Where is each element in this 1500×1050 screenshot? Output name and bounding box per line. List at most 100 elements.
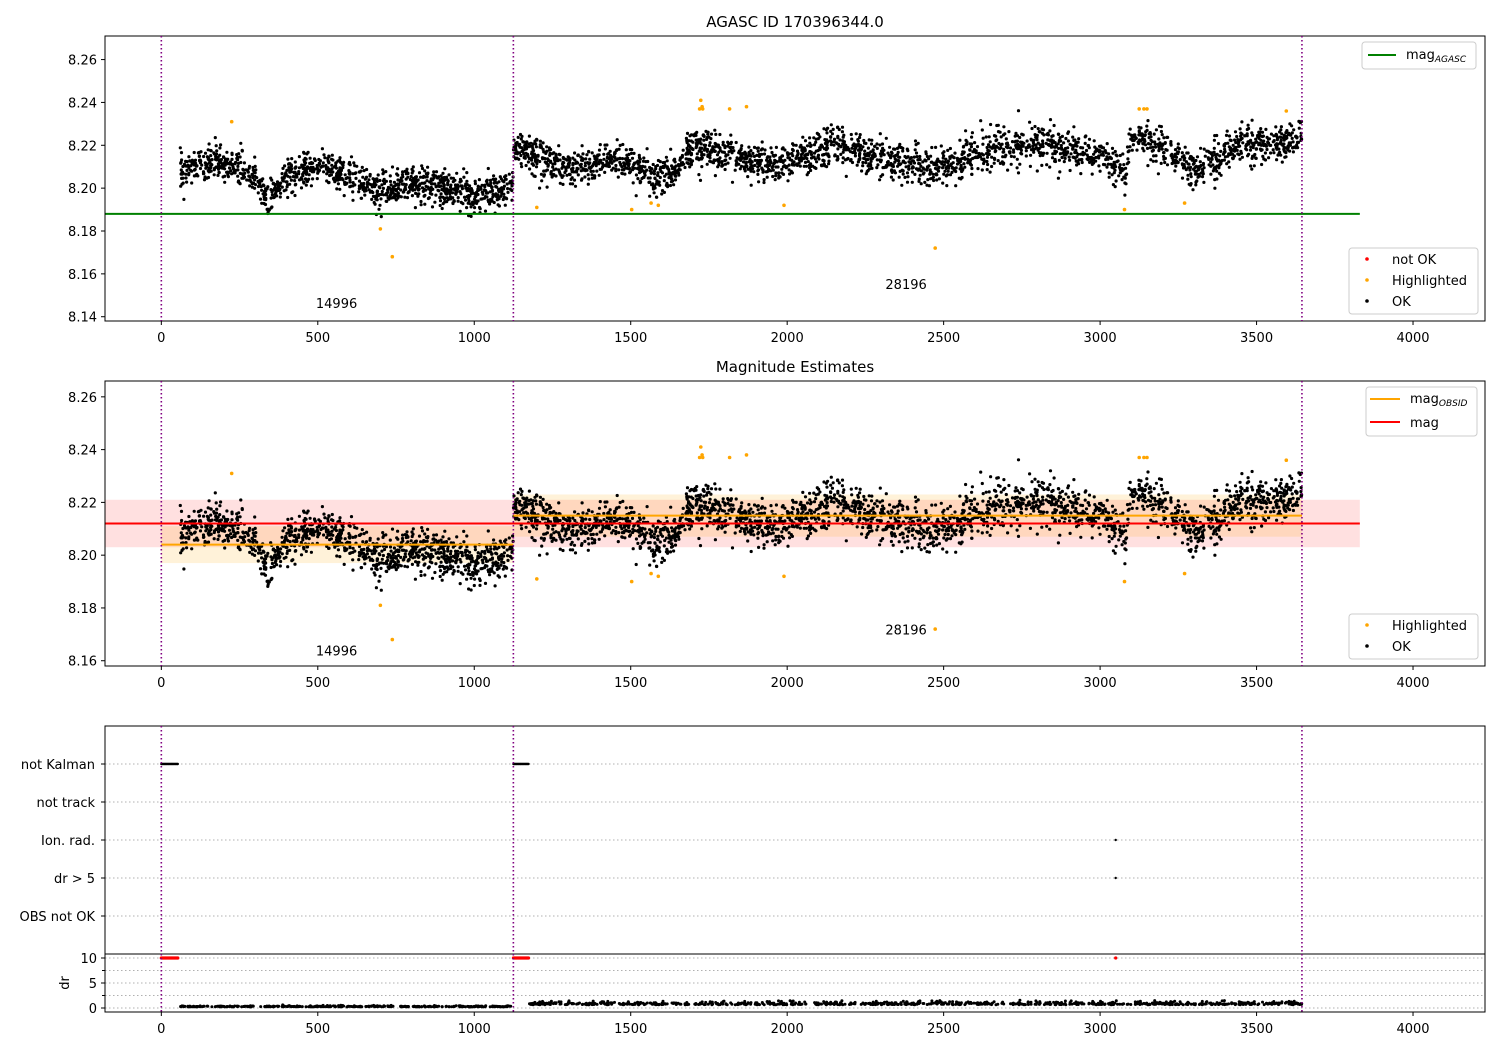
ok-data-point (284, 545, 288, 550)
ok-data-point (733, 168, 737, 172)
ok-data-point (253, 178, 257, 182)
ok-data-point (1128, 127, 1132, 131)
ok-data-point (652, 169, 657, 173)
ok-data-point (713, 158, 718, 162)
ok-data-point (293, 179, 297, 183)
ok-data-point (181, 526, 185, 531)
ok-data-point (477, 205, 482, 210)
ok-data-point (545, 145, 549, 149)
ok-data-point (466, 196, 471, 201)
ok-data-point (878, 152, 883, 156)
ok-data-point (1037, 151, 1041, 155)
ok-data-point (287, 524, 291, 528)
ok-data-point (402, 548, 406, 552)
ok-data-point (396, 173, 400, 177)
ok-data-point (402, 182, 406, 186)
ok-data-point (493, 545, 497, 549)
ok-data-point (449, 555, 453, 560)
ok-data-point (218, 165, 223, 169)
ok-data-point (264, 567, 268, 571)
x-tick-label: 1500 (614, 331, 647, 346)
ok-data-point (476, 551, 480, 555)
ok-data-point (1209, 164, 1213, 168)
ok-data-point (491, 564, 495, 568)
ok-data-point (717, 160, 721, 164)
ok-data-point (952, 156, 956, 160)
ok-data-point (911, 165, 915, 169)
ok-data-point (464, 553, 468, 557)
ok-data-point (646, 159, 650, 164)
ok-data-point (448, 564, 452, 568)
ok-data-point (243, 535, 247, 539)
ok-data-point (749, 168, 753, 172)
ok-data-point (198, 529, 203, 533)
ok-data-point (774, 145, 779, 149)
ok-data-point (1249, 164, 1253, 168)
ok-data-point (985, 145, 989, 150)
ok-data-point (360, 165, 364, 169)
ok-data-point (280, 185, 284, 189)
highlighted-data-point (1137, 107, 1141, 111)
ok-data-point (739, 154, 744, 158)
ok-data-point (750, 164, 754, 168)
ok-data-point (672, 183, 676, 187)
ok-data-point (1194, 158, 1198, 163)
ok-data-point (1198, 160, 1202, 164)
ok-data-point (934, 172, 938, 176)
ok-data-point (499, 194, 503, 198)
ok-data-point (567, 165, 571, 169)
ok-data-point (1265, 147, 1269, 152)
ok-data-point (411, 165, 415, 169)
ok-data-point (823, 138, 827, 142)
ok-data-point (1195, 155, 1200, 159)
ok-data-point (190, 169, 194, 173)
ok-data-point (1125, 145, 1130, 149)
ok-data-point (711, 145, 715, 149)
ok-data-point (258, 182, 262, 186)
ok-data-point (996, 159, 1000, 163)
ok-data-point (397, 548, 401, 553)
ok-data-point (1031, 144, 1035, 148)
ok-data-point (1141, 146, 1145, 150)
ok-data-point (184, 172, 188, 176)
ok-data-point (225, 150, 229, 154)
ok-data-point (970, 131, 975, 135)
ok-data-point (547, 146, 552, 150)
ok-data-point (386, 188, 390, 192)
ok-data-point (449, 549, 453, 554)
ok-data-point (329, 537, 333, 541)
ok-data-point (816, 148, 820, 153)
ok-data-point (386, 190, 390, 194)
ok-data-point (420, 529, 425, 533)
ok-data-point (351, 172, 355, 176)
ok-data-point (888, 145, 892, 149)
ok-data-point (483, 185, 487, 189)
ok-data-point (374, 586, 378, 590)
ok-data-point (1201, 163, 1205, 167)
ok-data-point (411, 527, 415, 531)
ok-data-point (880, 142, 885, 146)
ok-data-point (676, 163, 681, 167)
ok-data-point (1267, 156, 1271, 160)
ok-data-point (753, 163, 757, 168)
ok-data-point (743, 157, 747, 161)
ok-data-point (223, 174, 227, 178)
ok-data-point (215, 149, 219, 153)
ok-data-point (878, 132, 882, 136)
ok-data-point (867, 162, 871, 166)
ok-data-point (213, 529, 217, 533)
ok-data-point (941, 156, 945, 160)
ok-data-point (445, 200, 449, 204)
ok-data-point (439, 192, 443, 196)
ok-data-point (1090, 159, 1094, 164)
ok-data-point (179, 161, 183, 165)
ok-data-point (1212, 150, 1216, 154)
ok-data-point (629, 151, 634, 155)
ok-data-point (294, 182, 298, 186)
ok-data-point (181, 164, 185, 169)
ok-data-point (752, 154, 757, 158)
ok-data-point (602, 157, 606, 161)
ok-data-point (1238, 157, 1242, 161)
ok-data-point (756, 169, 760, 173)
